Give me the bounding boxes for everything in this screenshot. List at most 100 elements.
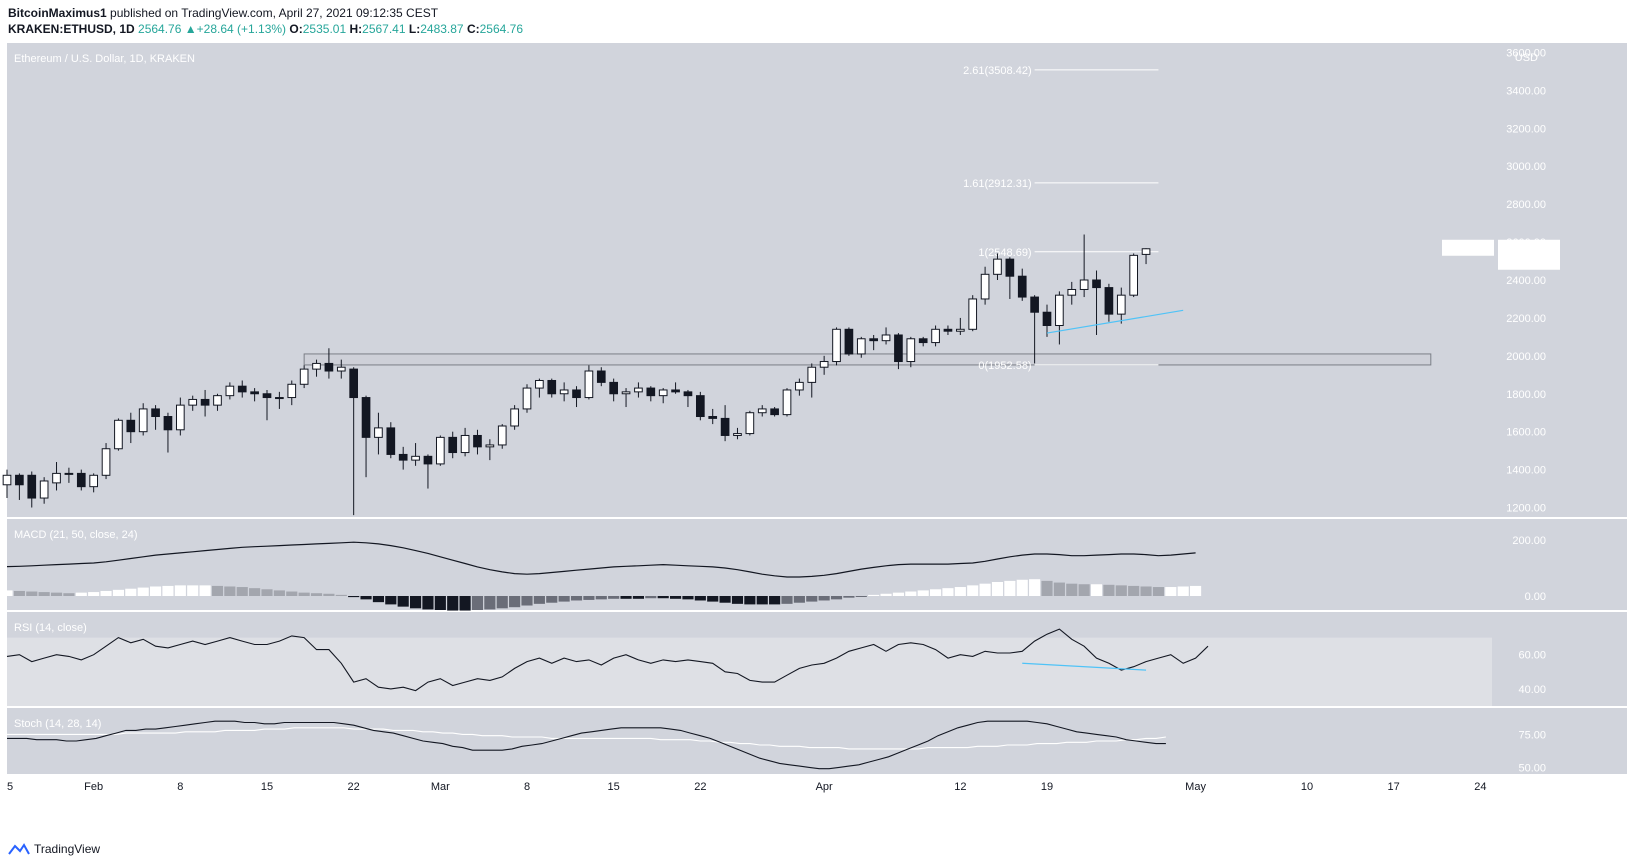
macd-histogram-bar [187, 585, 199, 596]
date-tick-label: 12 [954, 781, 966, 793]
price-tick-label: 3600.00 [1506, 47, 1546, 59]
macd-histogram-bar [1078, 584, 1090, 596]
macd-histogram-bar [286, 591, 298, 596]
fib-level-label: 1(2548.69) [978, 247, 1031, 259]
candle-up [819, 361, 829, 368]
candle-up [931, 328, 940, 344]
candle [1055, 291, 1064, 345]
candle [163, 412, 173, 453]
price-tick-label: 1800.00 [1506, 389, 1546, 401]
candle [782, 388, 792, 417]
stoch-tick-label: 50.00 [1518, 762, 1546, 774]
candle [943, 325, 953, 335]
candle [510, 405, 519, 430]
rsi-title: RSI (14, close) [14, 622, 87, 634]
candle-up [485, 444, 495, 448]
macd-histogram-bar [298, 592, 310, 596]
candle [64, 467, 74, 483]
candle-up [832, 328, 841, 363]
candle-down [324, 362, 334, 372]
macd-histogram-bar [855, 596, 867, 597]
rsi-tick-label: 40.00 [1518, 684, 1546, 696]
macd-histogram-bar [385, 596, 397, 605]
macd-histogram-bar [818, 596, 830, 601]
candle [398, 446, 408, 470]
macd-histogram-bar [459, 596, 471, 611]
stoch-panel[interactable]: Stoch (14, 28, 14) 75.00 50.00 [7, 708, 1627, 774]
candle-up [733, 433, 742, 436]
date-tick-label: 22 [348, 781, 360, 793]
last-price-label: 2564.76 [1505, 243, 1545, 255]
candle [844, 327, 854, 356]
macd-histogram-bar [719, 596, 731, 603]
macd-histogram-bar [892, 592, 904, 596]
candle [262, 389, 272, 421]
macd-histogram-bar [236, 587, 248, 596]
macd-histogram-bar [1190, 585, 1202, 596]
candle-up [955, 328, 965, 332]
macd-histogram-bar [1053, 582, 1065, 596]
rsi-panel[interactable]: RSI (14, close) 60.00 40.00 [6, 612, 1627, 706]
high-value: 2567.41 [362, 22, 406, 36]
candle-down [671, 389, 680, 393]
price-panel[interactable]: Ethereum / U.S. Dollar, 1D, KRAKEN 3600.0… [2, 43, 1627, 517]
macd-histogram-bar [632, 596, 644, 599]
macd-panel[interactable]: MACD (21, 50, close, 24) 200.00 0.00 [1, 519, 1627, 611]
price-scale-background [1492, 519, 1627, 610]
candle-up [757, 408, 767, 414]
macd-histogram-bar [88, 592, 100, 596]
candle-down [1104, 287, 1114, 315]
open-value: 2535.01 [302, 22, 347, 36]
published-text: published on TradingView.com, April 27, … [110, 6, 439, 20]
macd-histogram-bar [954, 587, 966, 596]
macd-histogram-bar [224, 586, 236, 596]
macd-histogram-bar [558, 596, 570, 602]
candle-up [1067, 288, 1077, 296]
date-tick-label: Mar [431, 781, 450, 793]
symbol-label[interactable]: KRAKEN:ETHUSD, 1D [8, 22, 135, 36]
candle [126, 412, 136, 444]
rsi-band [7, 637, 1492, 706]
date-tick-label: 8 [524, 781, 530, 793]
candle [114, 418, 123, 451]
candle-down [163, 416, 173, 431]
footer-brand-label[interactable]: TradingView [34, 842, 101, 856]
macd-histogram-bar [397, 596, 409, 607]
candle [460, 427, 470, 457]
macd-histogram-bar [484, 596, 496, 610]
macd-histogram-bar [657, 596, 669, 599]
candle-down [398, 453, 408, 461]
candle-up [968, 298, 978, 330]
candle [869, 334, 879, 351]
candle [485, 439, 495, 461]
candle-down [720, 417, 730, 436]
fib-level-label: 0(1952.58) [978, 360, 1031, 372]
candle-down [237, 385, 247, 393]
macd-histogram-bar [211, 585, 224, 596]
candle-down [27, 474, 37, 499]
rsi-line [6, 628, 1209, 692]
macd-histogram-bar [979, 583, 991, 596]
candle [349, 367, 359, 516]
candle [968, 295, 978, 332]
macd-histogram-bar [905, 591, 917, 596]
candle [250, 388, 259, 402]
macd-histogram-bar [645, 596, 657, 599]
candle [200, 389, 210, 417]
macd-histogram-bar [1029, 579, 1041, 596]
candle [411, 443, 420, 466]
macd-histogram-bar [38, 592, 50, 596]
candle [609, 378, 619, 402]
stoch-title: Stoch (14, 28, 14) [14, 718, 101, 730]
candle [175, 397, 185, 436]
candle-down [1017, 275, 1027, 298]
price-tick-label: 3400.00 [1506, 85, 1546, 97]
candle [1042, 304, 1052, 337]
x-axis[interactable]: 5 Feb 8 15 22 Mar 8 15 22 Apr 12 19 May 10 17 24 [7, 781, 1487, 793]
candle [1129, 253, 1139, 298]
candle [621, 388, 631, 408]
author-name[interactable]: BitcoinMaximus1 [8, 6, 107, 20]
macd-histogram-bar [1004, 580, 1016, 596]
candle-down [894, 334, 903, 363]
